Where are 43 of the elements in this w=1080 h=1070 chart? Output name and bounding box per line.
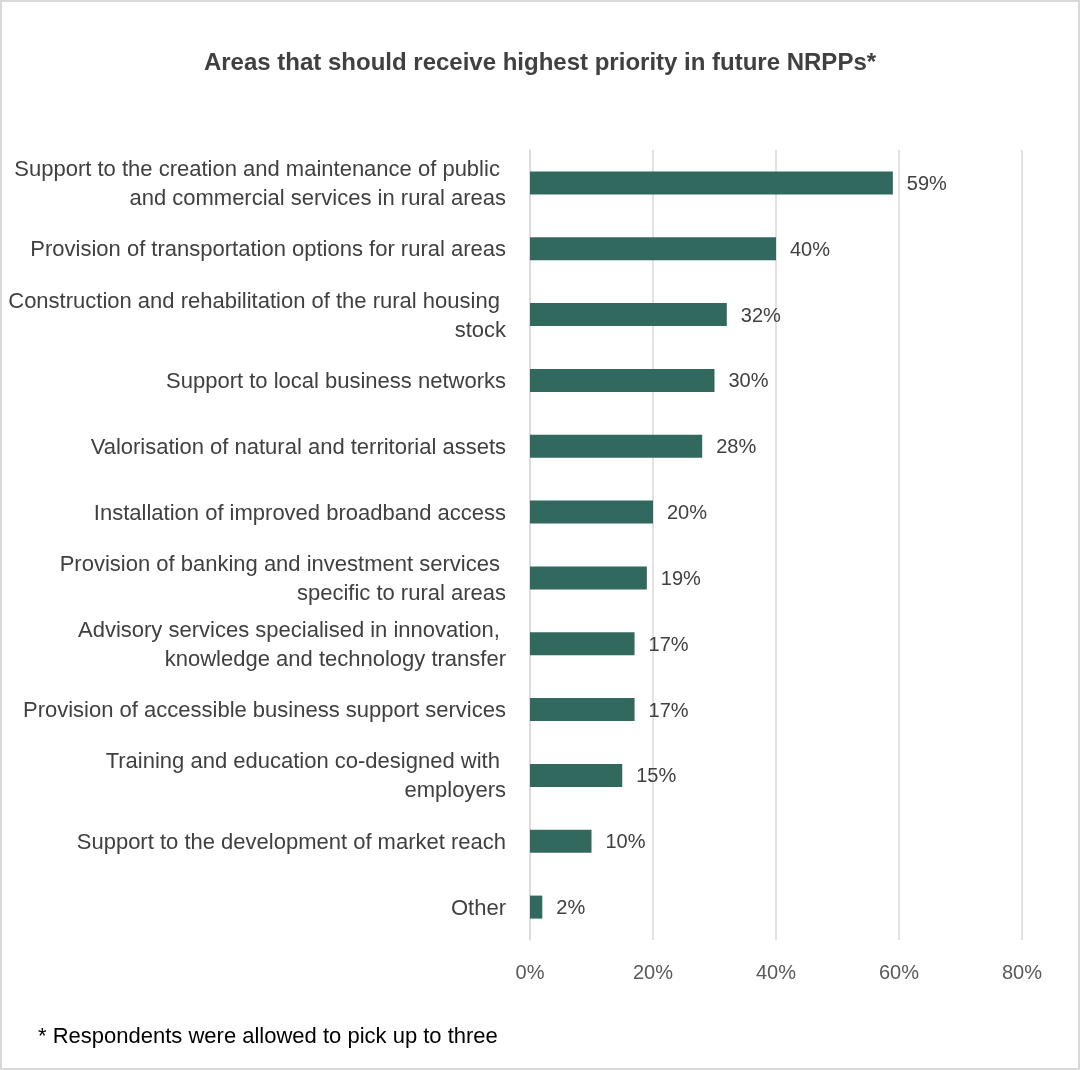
y-tick-label: Support to the creation and maintenance of public and commercial services in rural areas: [14, 155, 506, 210]
data-label: 40%: [790, 237, 831, 260]
x-tick-label: 0%: [515, 961, 545, 983]
y-tick-label: Provision of banking and investment services specific to rural areas: [59, 550, 506, 605]
data-label: 17%: [648, 632, 689, 655]
y-tick-label: Provision of accessible business support services: [22, 697, 506, 723]
data-label: 15%: [636, 764, 677, 787]
bar: [530, 763, 623, 787]
data-label: 30%: [728, 369, 769, 392]
x-tick-label: 80%: [1001, 961, 1043, 983]
data-label: 19%: [660, 566, 702, 589]
y-tick-label: Valorisation of natural and territorial assets: [90, 433, 506, 459]
x-tick-label: 20%: [632, 961, 674, 983]
bar: [530, 237, 776, 261]
bar: [530, 829, 592, 853]
y-tick-label: Construction and rehabilitation of the rural housing stock: [8, 287, 507, 342]
y-tick-label: Other: [450, 894, 506, 920]
bar: [530, 368, 715, 392]
data-label: 32%: [740, 303, 782, 326]
y-tick-label: Installation of improved broadband access: [93, 499, 506, 525]
bar: [530, 171, 893, 195]
data-label: 59%: [906, 171, 948, 194]
data-label: 20%: [667, 501, 708, 524]
y-tick-label: Support to the development of market reach: [76, 828, 506, 854]
data-label: 17%: [648, 698, 689, 721]
bar: [530, 434, 703, 458]
data-label: 28%: [716, 435, 757, 458]
chart-title: Areas that should receive highest priority in future NRPPs*: [203, 47, 877, 75]
y-tick-label: Advisory services specialised in innovation, knowledge and technology transfer: [78, 616, 506, 671]
y-tick-label: Training and education co-designed with employers: [105, 748, 506, 803]
data-label: 2%: [556, 896, 586, 919]
text: * Respondents were allowed to pick up to three: [38, 1022, 498, 1048]
x-tick-label: 60%: [878, 961, 920, 983]
y-tick-label: Support to local business networks: [166, 367, 506, 393]
bar: [530, 303, 727, 327]
y-tick-label: Provision of transportation options for rural areas: [30, 236, 506, 262]
bar: [530, 895, 543, 919]
x-tick-label: 40%: [755, 961, 797, 983]
bar: [530, 566, 647, 590]
data-label: 10%: [605, 830, 646, 853]
bar: [530, 698, 635, 722]
bar: [530, 632, 635, 656]
bar: [530, 500, 653, 524]
